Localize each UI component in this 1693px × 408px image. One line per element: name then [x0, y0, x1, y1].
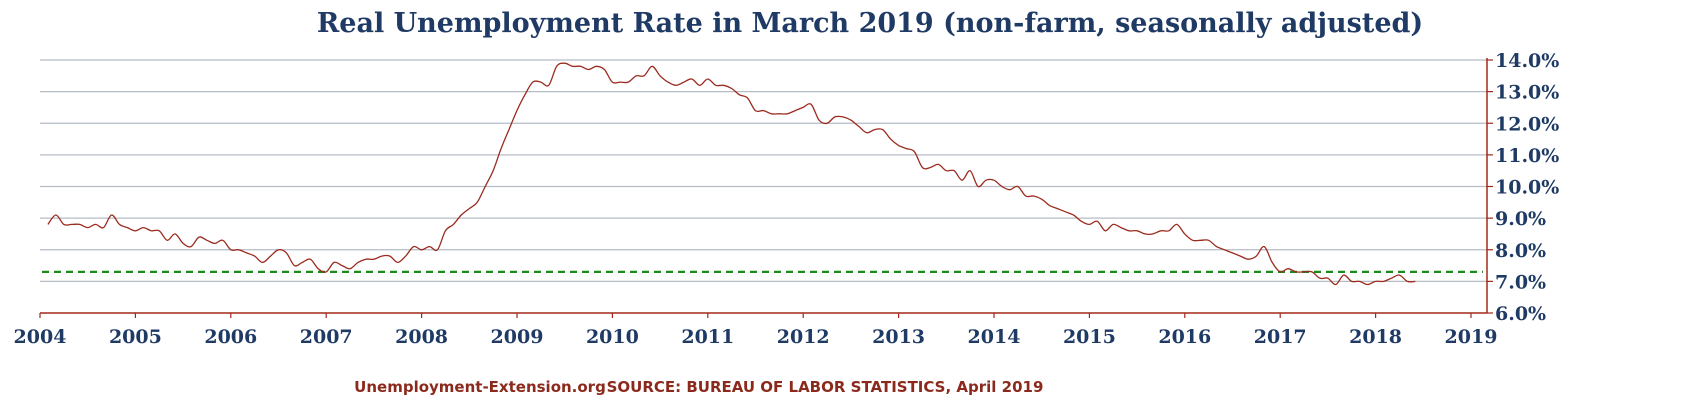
- x-tick-label: 2011: [681, 326, 734, 348]
- x-tick-label: 2013: [872, 326, 925, 348]
- x-tick-label: 2008: [395, 326, 448, 348]
- y-tick-label: 10.0%: [1495, 177, 1559, 199]
- x-tick-label: 2009: [491, 326, 544, 348]
- x-axis-ticks: 2004 2005 2006 2007 2008 2009 2010 2011 2012 2013…: [14, 326, 1498, 348]
- y-tick-label: 14.0%: [1495, 50, 1559, 72]
- series-line: [47, 62, 1416, 286]
- y-axis-ticks: 6.0% 7.0% 8.0% 9.0% 10.0% 11.0% 12.0% 13.0% 14.0…: [1495, 50, 1559, 325]
- y-tick-label: 11.0%: [1495, 145, 1559, 167]
- x-tick-label: 2004: [14, 326, 67, 348]
- footer-site: Unemployment-Extension.org: [354, 378, 606, 396]
- series-group: [47, 62, 1416, 286]
- x-tick-label: 2007: [300, 326, 353, 348]
- x-tick-label: 2012: [777, 326, 830, 348]
- y-tick-label: 13.0%: [1495, 82, 1559, 104]
- x-tick-label: 2014: [968, 326, 1021, 348]
- y-tick-label: 12.0%: [1495, 113, 1559, 135]
- x-tick-label: 2010: [586, 326, 639, 348]
- x-tick-label: 2019: [1445, 326, 1498, 348]
- x-tick-label: 2006: [204, 326, 257, 348]
- y-tick-label: 8.0%: [1495, 240, 1546, 262]
- gridlines: [40, 59, 1487, 282]
- y-tick-label: 7.0%: [1495, 271, 1546, 293]
- x-tick-label: 2016: [1158, 326, 1211, 348]
- axes: [39, 58, 1493, 318]
- y-tick-label: 9.0%: [1495, 208, 1546, 230]
- chart-title: Real Unemployment Rate in March 2019 (no…: [317, 8, 1423, 39]
- x-tick-label: 2005: [109, 326, 162, 348]
- y-tick-label: 6.0%: [1495, 303, 1546, 325]
- x-tick-label: 2018: [1349, 326, 1402, 348]
- x-tick-label: 2017: [1254, 326, 1307, 348]
- x-tick-label: 2015: [1063, 326, 1116, 348]
- footer-source: SOURCE: BUREAU OF LABOR STATISTICS, Apri…: [607, 378, 1044, 396]
